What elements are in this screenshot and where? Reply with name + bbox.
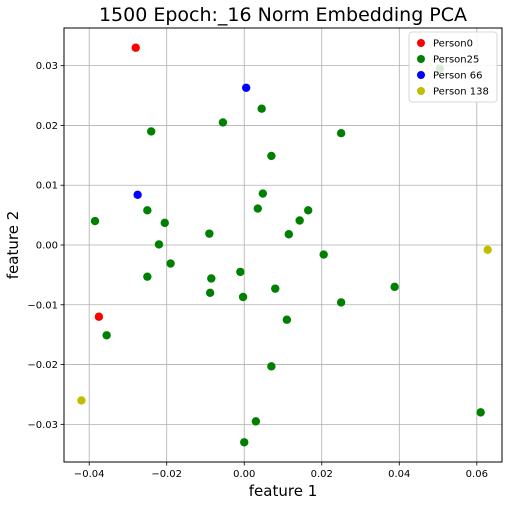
data-point-series-1	[336, 129, 346, 138]
data-point-series-3	[77, 396, 86, 405]
legend-marker	[417, 55, 425, 63]
legend: Person0 Person25 Person 66 Person 138	[408, 31, 498, 103]
x-tick-label: 0.06	[466, 469, 488, 480]
data-point-series-1	[319, 250, 328, 259]
data-point-series-2	[133, 190, 142, 199]
data-point-series-1	[143, 272, 152, 281]
data-point-series-1	[253, 204, 263, 213]
y-tick-label: −0.02	[27, 360, 58, 371]
data-point-series-1	[258, 189, 268, 198]
data-point-series-1	[205, 229, 214, 238]
legend-box	[408, 31, 498, 103]
data-point-series-1	[143, 206, 152, 215]
legend-marker	[417, 87, 425, 95]
x-tick-label: 0.00	[233, 469, 255, 480]
data-point-series-1	[267, 362, 276, 371]
data-point-series-1	[251, 417, 261, 426]
y-tick-label: −0.03	[27, 420, 58, 431]
legend-entry: Person25	[433, 55, 479, 66]
x-tick-label: 0.04	[388, 469, 410, 480]
data-point-series-1	[284, 230, 294, 239]
data-point-series-1	[166, 259, 175, 268]
data-point-series-1	[390, 282, 399, 292]
legend-marker	[417, 71, 425, 79]
data-point-series-1	[282, 315, 292, 324]
y-axis-label: feature 2	[4, 211, 22, 279]
data-point-series-1	[240, 438, 249, 447]
data-point-series-1	[218, 118, 228, 127]
y-tick-label: 0.01	[36, 181, 58, 192]
data-point-series-0	[94, 312, 104, 321]
data-point-series-3	[483, 245, 492, 254]
data-point-series-1	[295, 216, 304, 225]
x-tick-label: −0.02	[151, 469, 182, 480]
data-point-series-1	[102, 331, 111, 340]
y-tick-label: 0.00	[36, 241, 58, 252]
data-point-series-0	[131, 43, 140, 52]
legend-marker	[417, 39, 425, 47]
data-point-series-1	[303, 206, 313, 215]
chart-title: 1500 Epoch:_16 Norm Embedding PCA	[99, 4, 467, 26]
data-point-series-1	[257, 104, 266, 113]
data-point-series-1	[236, 267, 245, 277]
data-point-series-1	[154, 240, 164, 249]
data-point-series-1	[336, 298, 346, 307]
y-tick-label: 0.03	[36, 61, 58, 72]
data-point-series-1	[207, 274, 216, 283]
x-tick-label: 0.02	[311, 469, 333, 480]
data-point-series-1	[160, 218, 169, 228]
x-axis-label: feature 1	[249, 482, 317, 500]
legend-entry: Person 66	[433, 71, 483, 82]
legend-entry: Person0	[433, 39, 473, 50]
data-point-series-1	[238, 292, 248, 302]
x-tick-label: −0.04	[74, 469, 105, 480]
data-point-series-2	[241, 83, 251, 92]
y-tick-label: 0.02	[36, 121, 58, 132]
legend-entry: Person 138	[433, 87, 489, 98]
data-point-series-1	[476, 408, 485, 417]
data-point-series-1	[205, 288, 215, 298]
y-tick-label: −0.01	[27, 300, 58, 311]
data-point-series-1	[90, 216, 100, 226]
data-point-series-1	[271, 284, 280, 293]
axis-ticks: −0.04 −0.02 0.00 0.02 0.04 0.06 −0.03 −0.02 −0.0…	[27, 61, 488, 480]
data-point-series-1	[147, 127, 156, 136]
data-point-series-1	[267, 151, 276, 161]
